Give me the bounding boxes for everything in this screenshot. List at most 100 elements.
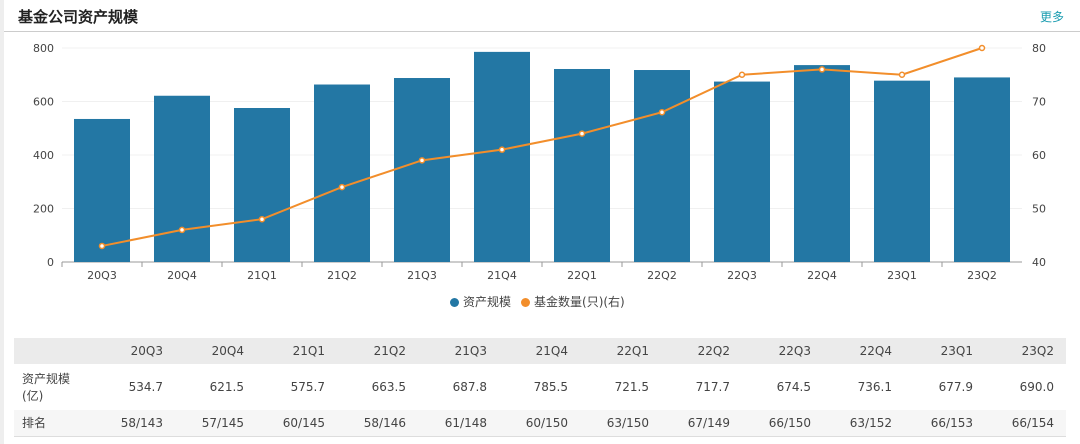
bar-20Q3: [74, 118, 130, 263]
table-cell: 721.5: [614, 380, 649, 394]
table-cell: 66/154: [985, 410, 1066, 437]
x-tick-label: 23Q1: [887, 269, 917, 282]
column-header: 23Q1: [904, 338, 985, 364]
column-header: 20Q3: [94, 338, 175, 364]
fund-count-point: [498, 146, 506, 153]
x-tick-label: 21Q1: [247, 269, 277, 282]
column-header: 22Q1: [580, 338, 661, 364]
table-cell: 63/150: [580, 410, 661, 437]
column-header: 20Q4: [175, 338, 256, 364]
column-header: [14, 338, 94, 364]
bar-23Q1: [874, 80, 930, 263]
table-cell: 663.5: [371, 380, 406, 394]
fund-count-point: [258, 215, 266, 223]
fund-count-point: [578, 130, 586, 137]
table-cell: 66/153: [904, 410, 985, 437]
fund-count-point: [818, 66, 826, 73]
table-cell: 66/150: [742, 410, 823, 437]
column-header: 21Q1: [256, 338, 337, 364]
y-right-tick-label: 50: [1032, 203, 1046, 216]
bar-20Q4: [154, 95, 210, 262]
y-left-tick-label: 400: [33, 149, 54, 162]
left-edge: [0, 0, 4, 444]
table-cell: 621.5: [209, 380, 244, 394]
legend: 资产规模 基金数量(只)(右): [450, 293, 625, 310]
y-left-tick-label: 0: [47, 256, 54, 269]
y-right-tick-label: 40: [1032, 256, 1046, 269]
table-cell: 57/145: [175, 410, 256, 437]
fund-count-point: [738, 71, 746, 78]
table-cell: 690.0: [1019, 380, 1054, 394]
bar-21Q1: [234, 108, 290, 263]
column-header: 22Q3: [742, 338, 823, 364]
column-header: 22Q4: [823, 338, 904, 364]
x-tick-label: 22Q4: [807, 269, 837, 282]
table-row: 排名 58/143 57/145 60/145 58/146 61/148 60/150 63…: [14, 410, 1066, 437]
column-header: 21Q4: [499, 338, 580, 364]
fund-count-point: [418, 157, 426, 164]
x-tick-label: 20Q3: [87, 269, 117, 282]
x-tick-label: 22Q1: [567, 269, 597, 282]
fund-count-point: [978, 44, 986, 52]
fund-count-line: [101, 47, 983, 247]
table-cell: 60/150: [499, 410, 580, 437]
legend-item-fund-count[interactable]: 基金数量(只)(右): [521, 293, 625, 310]
column-header: 21Q3: [418, 338, 499, 364]
row-label: 排名: [14, 410, 94, 437]
legend-label: 资产规模: [463, 295, 512, 309]
y-right-tick-label: 80: [1032, 42, 1046, 55]
legend-dot-icon: [450, 298, 459, 307]
x-tick-label: 22Q3: [727, 269, 757, 282]
x-tick-label: 23Q2: [967, 269, 997, 282]
column-header: 21Q2: [337, 338, 418, 364]
table-cell: 61/148: [418, 410, 499, 437]
column-header: 22Q2: [661, 338, 742, 364]
table-cell: 736.1: [857, 380, 892, 394]
table-cell: 674.5: [776, 380, 811, 394]
table-cell: 677.9: [938, 380, 973, 394]
legend-item-assets[interactable]: 资产规模: [450, 293, 511, 310]
table-cell: 687.8: [452, 380, 487, 394]
fund-count-point: [898, 71, 906, 78]
table-cell: 717.7: [695, 380, 730, 394]
fund-count-point: [338, 183, 346, 191]
bar-22Q1: [554, 68, 610, 262]
x-tick-label: 20Q4: [167, 269, 197, 282]
bar-21Q2: [314, 84, 370, 262]
page-title: 基金公司资产规模: [18, 8, 139, 26]
bar-22Q3: [714, 81, 770, 262]
bar-23Q2: [954, 77, 1010, 262]
row-label: 资产规模(亿): [22, 372, 71, 403]
y-right-tick-label: 60: [1032, 149, 1046, 162]
fund-count-point: [178, 226, 186, 234]
table-cell: 58/146: [337, 410, 418, 437]
y-left-tick-label: 600: [33, 96, 54, 109]
x-tick-label: 21Q3: [407, 269, 437, 282]
fund-count-point: [658, 108, 666, 116]
table-cell: 63/152: [823, 410, 904, 437]
bar-22Q4: [794, 65, 850, 262]
x-tick-label: 21Q4: [487, 269, 517, 282]
bar-21Q3: [394, 78, 450, 263]
data-table: 20Q3 20Q4 21Q1 21Q2 21Q3 21Q4 22Q1 22Q2 22Q3 22Q4…: [14, 338, 1066, 437]
table-cell: 534.7: [128, 380, 163, 394]
bar-21Q4: [474, 51, 530, 262]
table-cell: 58/143: [94, 410, 175, 437]
y-right-tick-label: 70: [1032, 96, 1046, 109]
x-tick-label: 22Q2: [647, 269, 677, 282]
table-cell: 785.5: [533, 380, 568, 394]
more-link[interactable]: 更多: [1039, 10, 1064, 24]
panel-header: 基金公司资产规模 更多: [4, 0, 1080, 32]
column-header: 23Q2: [985, 338, 1066, 364]
table-row: 资产规模(亿) 534.7 621.5 575.7 663.5 687.8 785.5 721…: [14, 364, 1066, 410]
combo-chart: 0 200 400 600 800 40 50 60 70 80 20Q3 20Q4 21Q1 21Q2 2…: [33, 42, 1046, 282]
fund-count-point: [98, 242, 106, 250]
x-tick-label: 21Q2: [327, 269, 357, 282]
table-cell: 67/149: [661, 410, 742, 437]
legend-dot-icon: [521, 298, 531, 307]
table-cell: 60/145: [256, 410, 337, 437]
table-cell: 575.7: [290, 380, 325, 394]
y-left-tick-label: 200: [33, 203, 54, 216]
legend-label: 基金数量(只)(右): [534, 295, 625, 309]
table-header-row: 20Q3 20Q4 21Q1 21Q2 21Q3 21Q4 22Q1 22Q2 22Q3 22Q4…: [14, 338, 1066, 364]
